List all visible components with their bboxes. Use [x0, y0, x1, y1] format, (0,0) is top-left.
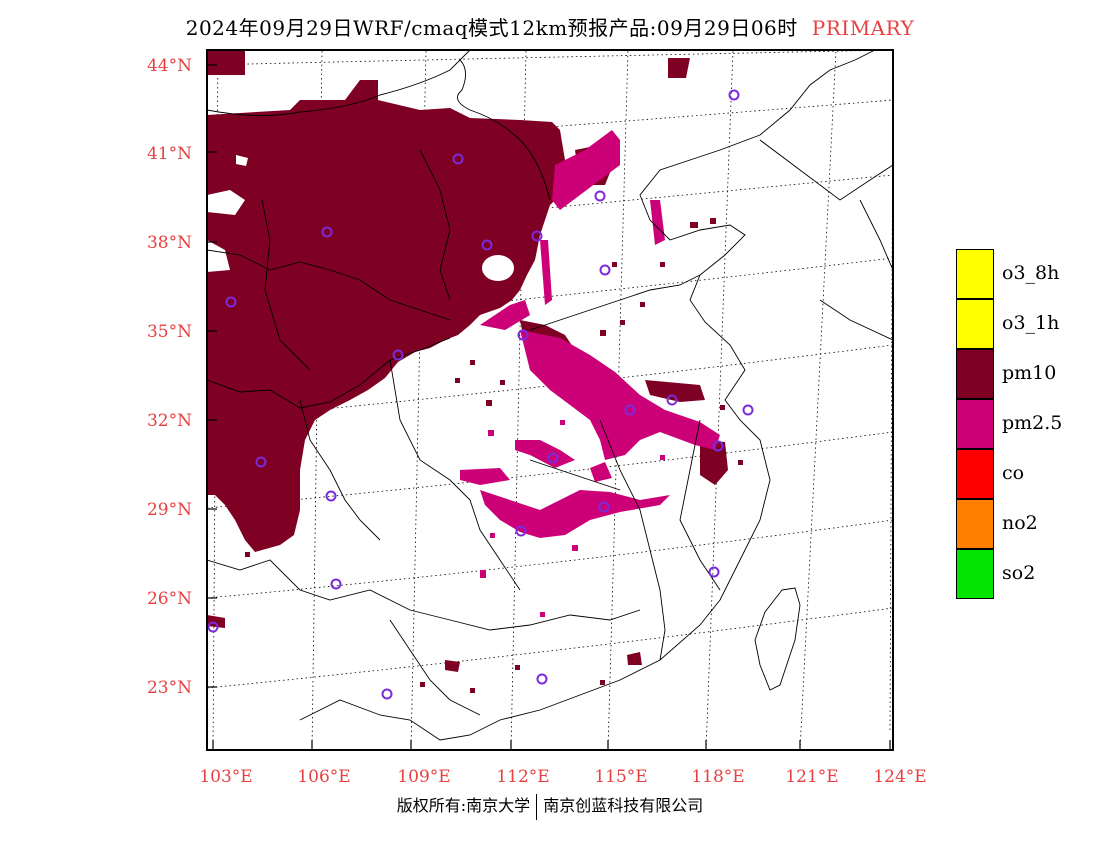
pollution-speckles: [245, 218, 743, 693]
legend-swatch: [956, 549, 994, 599]
legend-label: so2: [1002, 562, 1036, 584]
lon-label: 121°E: [785, 767, 838, 787]
legend-swatch: [956, 499, 994, 549]
lon-labels: 103°E 106°E 109°E 112°E 115°E 118°E 121°…: [199, 767, 926, 787]
legend-swatch: [956, 449, 994, 499]
lon-label: 118°E: [691, 767, 744, 787]
lon-label: 103°E: [199, 767, 252, 787]
map-canvas: [207, 50, 893, 750]
lon-label: 124°E: [873, 767, 926, 787]
lat-label: 32°N: [147, 411, 192, 431]
legend-label: pm2.5: [1002, 412, 1063, 434]
map-frame: [206, 49, 894, 751]
lat-label: 23°N: [147, 678, 192, 698]
lat-ticks: [207, 64, 217, 688]
lat-label: 38°N: [147, 233, 192, 253]
lat-label: 29°N: [147, 500, 192, 520]
lat-label: 44°N: [147, 56, 192, 76]
pm25-areas: [460, 130, 720, 538]
primary-tag: PRIMARY: [811, 16, 915, 40]
legend-label: o3_1h: [1002, 312, 1060, 334]
footer-left: 版权所有:南京大学: [396, 796, 531, 815]
legend-swatch: [956, 299, 994, 349]
lon-label: 115°E: [594, 767, 647, 787]
legend-label: no2: [1002, 512, 1038, 534]
pm10-gaps: [207, 155, 514, 281]
footer-right: 南京创蓝科技有限公司: [543, 796, 704, 815]
lon-label: 106°E: [297, 767, 350, 787]
lat-label: 26°N: [147, 589, 192, 609]
title-text: 2024年09月29日WRF/cmaq模式12km预报产品:09月29日06时: [185, 16, 798, 40]
lon-label: 109°E: [397, 767, 450, 787]
legend-label: o3_8h: [1002, 262, 1060, 284]
lon-label: 112°E: [496, 767, 549, 787]
footer-separator: [536, 793, 538, 820]
legend-swatch: [956, 349, 994, 399]
map-title: 2024年09月29日WRF/cmaq模式12km预报产品:09月29日06时 P…: [0, 12, 1100, 41]
copyright-footer: 版权所有:南京大学 南京创蓝科技有限公司: [0, 792, 1100, 820]
lon-ticks: [212, 740, 891, 750]
legend-label: co: [1002, 462, 1025, 484]
legend-swatch: [956, 399, 994, 449]
boundaries: [207, 50, 893, 741]
pm10-areas: [207, 50, 728, 672]
lat-labels: 44°N 41°N 38°N 35°N 32°N 29°N 26°N 23°N: [147, 56, 192, 698]
station-markers: [207, 89, 754, 700]
lat-label: 41°N: [147, 144, 192, 164]
lat-label: 35°N: [147, 322, 192, 342]
legend-swatch: [956, 249, 994, 299]
legend-label: pm10: [1002, 362, 1057, 384]
